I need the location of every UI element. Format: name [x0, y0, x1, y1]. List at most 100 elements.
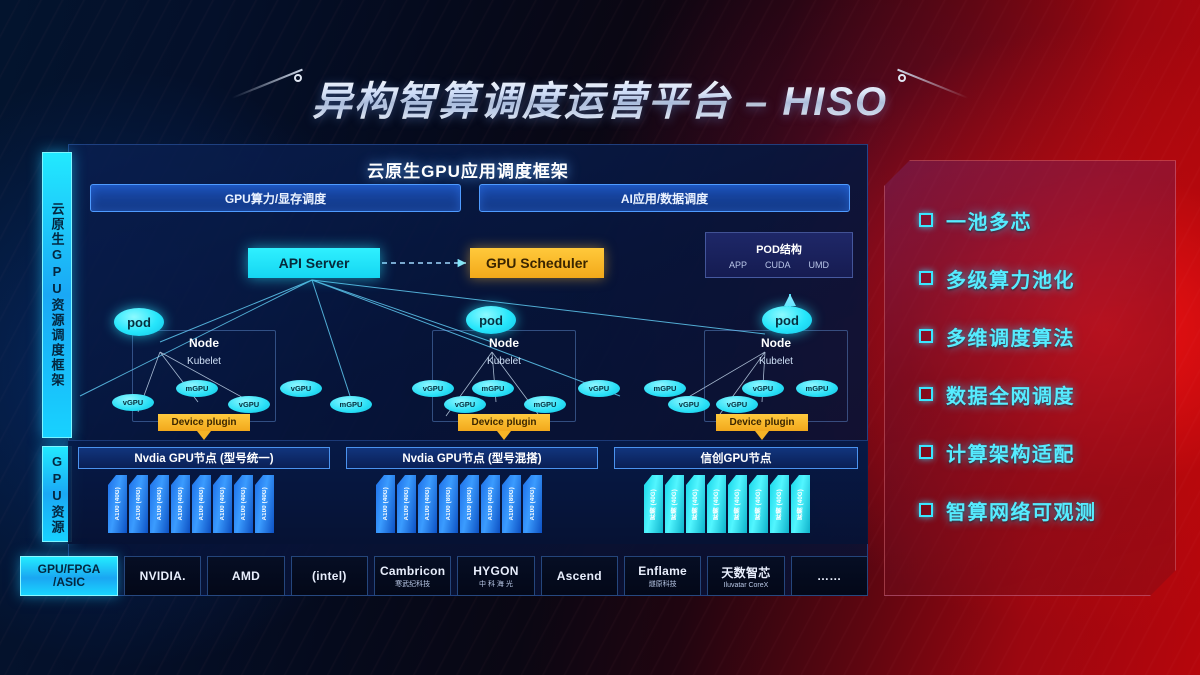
gpu-ellipse[interactable]: mGPU: [644, 380, 686, 397]
gpu-card[interactable]: A100 (40G): [481, 475, 500, 533]
gpu-ellipse[interactable]: vGPU: [280, 380, 322, 397]
vendor-logo[interactable]: NVIDIA.: [124, 556, 202, 596]
gpu-card-label: A100 (40G): [403, 487, 410, 521]
vendor-logo[interactable]: Ascend: [540, 556, 618, 596]
sidebar-tab-framework[interactable]: 云原生GPU资源调度框架: [42, 152, 72, 438]
gpu-card[interactable]: 昇腾 (40G): [728, 475, 747, 533]
gpu-card[interactable]: A100 (40G): [150, 475, 169, 533]
feature-item[interactable]: 多级算力池化: [919, 249, 1175, 307]
gpu-card[interactable]: A100 (40G): [213, 475, 232, 533]
feature-item-label: 智算网络可观测: [946, 501, 1097, 524]
gpu-ellipse[interactable]: mGPU: [524, 396, 566, 413]
gpu-card-label: A100 (40G): [487, 487, 494, 521]
gpu-card-label: A100 (40G): [424, 487, 431, 521]
checkbox-icon: [919, 503, 933, 517]
gpu-ellipse[interactable]: vGPU: [716, 396, 758, 413]
gpu-card-body: [376, 475, 395, 533]
gpu-ellipse[interactable]: vGPU: [412, 380, 454, 397]
gpu-card-body: [129, 475, 148, 533]
pill-ai-application[interactable]: AI应用/数据调度: [479, 184, 850, 212]
gpu-card-label: A100 (40G): [261, 487, 268, 521]
resource-column-header: Nvdia GPU节点 (型号混搭): [346, 447, 598, 469]
gpu-card[interactable]: 昇腾 (40G): [644, 475, 663, 533]
gpu-card-body: [707, 475, 726, 533]
gpu-card[interactable]: A100 (40G): [129, 475, 148, 533]
gpu-card[interactable]: A100 (80G): [460, 475, 479, 533]
vendor-logo-name: Enflame: [638, 563, 688, 578]
gpu-card[interactable]: 昇腾 (40G): [686, 475, 705, 533]
gpu-card[interactable]: A100 (40G): [108, 475, 127, 533]
vendor-logo[interactable]: HYGON 中 科 海 光: [457, 556, 535, 596]
gpu-card-label: 昇腾 (40G): [756, 488, 762, 520]
pill-gpu-compute[interactable]: GPU算力/显存调度: [90, 184, 461, 212]
gpu-card[interactable]: 昇腾 (40G): [665, 475, 684, 533]
vendor-label-line2: /ASIC: [52, 575, 85, 589]
vendor-logo[interactable]: 天数智芯 Iluvatar CoreX: [707, 556, 785, 596]
gpu-card-list-1: A100 (40G) A100 (40G) A100 (40G) A100 (40G)…: [78, 475, 330, 537]
gpu-card[interactable]: A100 (40G): [234, 475, 253, 533]
gpu-card-body: [791, 475, 810, 533]
gpu-ellipse[interactable]: vGPU: [668, 396, 710, 413]
gpu-card[interactable]: 昇腾 (40G): [791, 475, 810, 533]
pod-ellipse[interactable]: pod: [466, 306, 516, 334]
architecture-diagram: 云原生GPU资源调度框架 GPU资源 云原生GPU应用调度框架 GPU算力/显存…: [20, 144, 868, 596]
gpu-card-label: 昇腾 (40G): [693, 488, 699, 520]
gpu-card-body: [397, 475, 416, 533]
feature-item[interactable]: 计算架构适配: [919, 423, 1175, 481]
gpu-card[interactable]: A100 (40G): [418, 475, 437, 533]
sidebar-tab-resource[interactable]: GPU资源: [42, 446, 72, 542]
gpu-scheduler-node[interactable]: GPU Scheduler: [470, 248, 604, 278]
device-plugin-badge[interactable]: Device plugin: [716, 414, 808, 431]
vendor-logo[interactable]: Cambricon 寒武纪科技: [373, 556, 452, 596]
node-title: Node: [761, 336, 791, 350]
gpu-card[interactable]: A100 (40G): [255, 475, 274, 533]
vendor-logo[interactable]: (intel): [290, 556, 368, 596]
gpu-ellipse[interactable]: vGPU: [444, 396, 486, 413]
gpu-ellipse[interactable]: vGPU: [228, 396, 270, 413]
gpu-card[interactable]: 昇腾 (40G): [770, 475, 789, 533]
feature-item[interactable]: 一池多芯: [919, 191, 1175, 249]
feature-item[interactable]: 数据全网调度: [919, 365, 1175, 423]
vendor-logo[interactable]: ……: [790, 556, 868, 596]
gpu-card[interactable]: A100 (40G): [171, 475, 190, 533]
gpu-ellipse[interactable]: vGPU: [578, 380, 620, 397]
vendor-label-line1: GPU/FPGA: [37, 562, 101, 576]
feature-item[interactable]: 智算网络可观测: [919, 481, 1175, 539]
gpu-card[interactable]: 昇腾 (40G): [707, 475, 726, 533]
gpu-card-label: A100 (80G): [445, 487, 452, 521]
vendor-logo-name: (intel): [311, 569, 347, 583]
gpu-card-body: [150, 475, 169, 533]
gpu-card[interactable]: A100 (40G): [192, 475, 211, 533]
node-title: Node: [189, 336, 219, 350]
pod-ellipse[interactable]: pod: [114, 308, 164, 336]
feature-panel: 一池多芯 多级算力池化 多维调度算法 数据全网调度 计算架构适配智算网络可观测: [884, 160, 1176, 596]
gpu-card[interactable]: A100 (80G): [502, 475, 521, 533]
gpu-card-body: [171, 475, 190, 533]
feature-item[interactable]: 多维调度算法: [919, 307, 1175, 365]
pod-ellipse[interactable]: pod: [762, 306, 812, 334]
device-plugin-badge[interactable]: Device plugin: [458, 414, 550, 431]
gpu-card[interactable]: A100 (40G): [397, 475, 416, 533]
gpu-card[interactable]: A100 (80G): [439, 475, 458, 533]
gpu-card[interactable]: A100 (40G): [376, 475, 395, 533]
gpu-card-body: [644, 475, 663, 533]
title-right-decoration: [892, 68, 969, 99]
pod-structure-box: POD结构 APP CUDA UMD: [705, 232, 853, 278]
gpu-card-list-2: A100 (40G) A100 (40G) A100 (40G) A100 (80G)…: [346, 475, 598, 537]
gpu-ellipse[interactable]: vGPU: [742, 380, 784, 397]
device-plugin-badge[interactable]: Device plugin: [158, 414, 250, 431]
vendor-logo[interactable]: Enflame 燧原科技: [623, 556, 702, 596]
node-group-1: pod Node Kubelet vGPU mGPU vGPU vGPU mGP…: [112, 308, 372, 431]
gpu-ellipse[interactable]: mGPU: [330, 396, 372, 413]
api-server-node[interactable]: API Server: [248, 248, 380, 278]
gpu-card[interactable]: A100 (40G): [523, 475, 542, 533]
gpu-ellipse[interactable]: mGPU: [796, 380, 838, 397]
gpu-card[interactable]: 昇腾 (40G): [749, 475, 768, 533]
gpu-ellipse[interactable]: mGPU: [176, 380, 218, 397]
vendor-logo[interactable]: AMD: [207, 556, 285, 596]
gpu-card-label: 昇腾 (40G): [672, 488, 678, 520]
vendor-logo-name: NVIDIA.: [139, 569, 186, 583]
gpu-card-body: [665, 475, 684, 533]
gpu-ellipse[interactable]: mGPU: [472, 380, 514, 397]
gpu-ellipse[interactable]: vGPU: [112, 394, 154, 411]
